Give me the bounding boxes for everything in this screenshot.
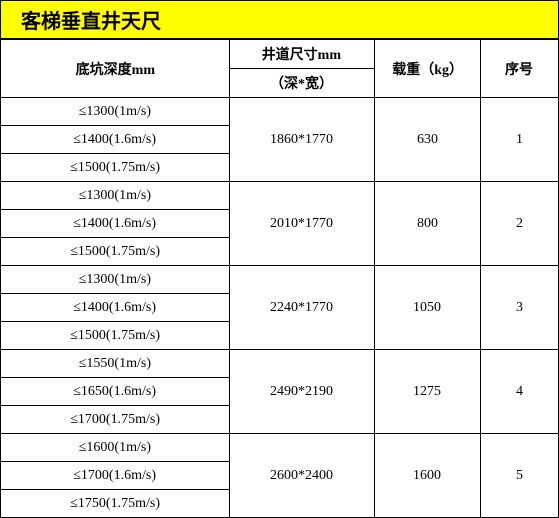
header-shaft-sub: （深*宽） (229, 69, 374, 98)
title-bar: 客梯垂直井天尺 (0, 0, 559, 39)
cell-pit: ≤1650(1.6m/s) (1, 378, 230, 406)
cell-pit: ≤1400(1.6m/s) (1, 294, 230, 322)
cell-load: 630 (374, 98, 480, 182)
table-row: 412752490*2190≤1550(1m/s) (1, 350, 559, 378)
cell-pit: ≤1400(1.6m/s) (1, 210, 230, 238)
cell-pit: ≤1400(1.6m/s) (1, 126, 230, 154)
table-body: 16301860*1770≤1300(1m/s)≤1400(1.6m/s)≤15… (1, 98, 559, 518)
cell-pit: ≤1550(1m/s) (1, 350, 230, 378)
cell-seq: 4 (480, 350, 558, 434)
cell-shaft: 2490*2190 (229, 350, 374, 434)
table-row: 28002010*1770≤1300(1m/s) (1, 182, 559, 210)
cell-pit: ≤1600(1m/s) (1, 434, 230, 462)
cell-pit: ≤1500(1.75m/s) (1, 154, 230, 182)
cell-seq: 3 (480, 266, 558, 350)
table-row: 516002600*2400≤1600(1m/s) (1, 434, 559, 462)
cell-pit: ≤1300(1m/s) (1, 266, 230, 294)
spec-table: 序号 载重（kg） 井道尺寸mm 底坑深度mm （深*宽） 16301860*1… (0, 39, 559, 518)
cell-pit: ≤1700(1.75m/s) (1, 406, 230, 434)
cell-seq: 5 (480, 434, 558, 518)
cell-pit: ≤1500(1.75m/s) (1, 238, 230, 266)
cell-load: 1275 (374, 350, 480, 434)
cell-pit: ≤1300(1m/s) (1, 98, 230, 126)
cell-seq: 2 (480, 182, 558, 266)
cell-shaft: 2010*1770 (229, 182, 374, 266)
table-row: 310502240*1770≤1300(1m/s) (1, 266, 559, 294)
title-text: 客梯垂直井天尺 (21, 5, 161, 34)
header-shaft: 井道尺寸mm (229, 40, 374, 69)
cell-pit: ≤1750(1.75m/s) (1, 490, 230, 518)
cell-load: 800 (374, 182, 480, 266)
cell-pit: ≤1500(1.75m/s) (1, 322, 230, 350)
table-header: 序号 载重（kg） 井道尺寸mm 底坑深度mm （深*宽） (1, 40, 559, 98)
cell-shaft: 2600*2400 (229, 434, 374, 518)
cell-pit: ≤1700(1.6m/s) (1, 462, 230, 490)
table-row: 16301860*1770≤1300(1m/s) (1, 98, 559, 126)
header-load: 载重（kg） (374, 40, 480, 98)
cell-seq: 1 (480, 98, 558, 182)
cell-pit: ≤1300(1m/s) (1, 182, 230, 210)
cell-load: 1600 (374, 434, 480, 518)
header-seq: 序号 (480, 40, 558, 98)
cell-load: 1050 (374, 266, 480, 350)
cell-shaft: 2240*1770 (229, 266, 374, 350)
cell-shaft: 1860*1770 (229, 98, 374, 182)
header-pit: 底坑深度mm (1, 40, 230, 98)
